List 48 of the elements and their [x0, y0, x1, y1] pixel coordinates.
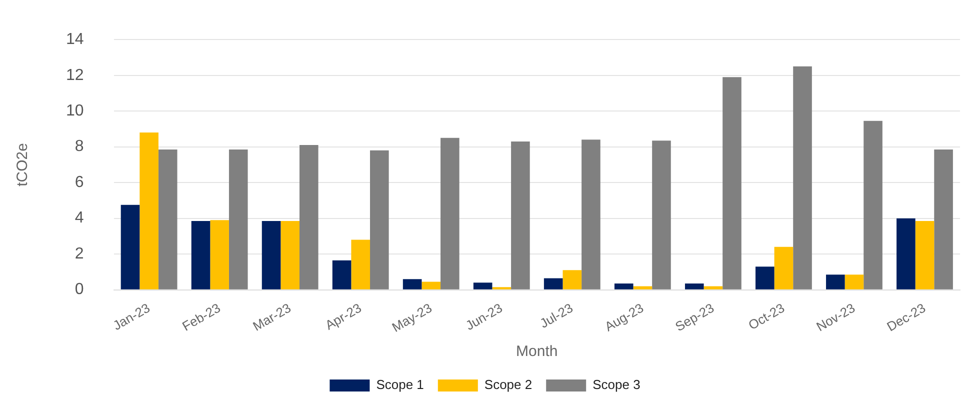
bar — [332, 260, 352, 290]
bar — [652, 140, 671, 290]
y-tick-label: 10 — [66, 102, 84, 120]
bar — [402, 279, 422, 290]
legend-label: Scope 3 — [592, 377, 640, 392]
bar — [299, 145, 318, 290]
bar — [370, 150, 389, 290]
bar — [582, 140, 600, 290]
bar — [562, 270, 582, 290]
bar — [614, 284, 634, 290]
bar — [756, 266, 774, 290]
y-tick-label: 8 — [74, 138, 84, 156]
bar — [826, 274, 845, 290]
bar — [896, 218, 916, 290]
bar — [158, 150, 178, 290]
bar — [351, 240, 370, 290]
bar — [864, 120, 882, 290]
bar — [210, 220, 229, 290]
bar — [844, 274, 864, 290]
bar — [511, 141, 530, 290]
bar — [934, 150, 953, 290]
y-axis-title: tCO2e — [14, 143, 32, 186]
bar — [544, 278, 563, 290]
bar — [774, 246, 794, 290]
bar — [633, 286, 652, 290]
bar — [793, 66, 812, 290]
y-tick-label: 14 — [66, 31, 84, 48]
y-tick-label: 4 — [74, 210, 84, 227]
legend-label: Scope 1 — [376, 377, 424, 392]
y-tick-label: 6 — [74, 174, 84, 191]
bar — [473, 282, 492, 290]
y-tick-label: 12 — [66, 66, 84, 84]
bar — [440, 138, 460, 290]
bar — [915, 221, 934, 290]
x-axis-title: Month — [516, 343, 558, 360]
bar — [228, 150, 248, 290]
bar — [262, 221, 281, 290]
bar — [191, 221, 210, 290]
bar — [684, 284, 704, 290]
bar — [422, 282, 441, 290]
bar — [722, 77, 742, 290]
y-tick-label: 0 — [74, 281, 84, 298]
bar — [140, 132, 158, 290]
bar — [120, 204, 140, 290]
bar — [280, 221, 300, 290]
y-tick-label: 2 — [74, 245, 84, 262]
legend-label: Scope 2 — [484, 377, 532, 392]
bar — [704, 286, 723, 290]
